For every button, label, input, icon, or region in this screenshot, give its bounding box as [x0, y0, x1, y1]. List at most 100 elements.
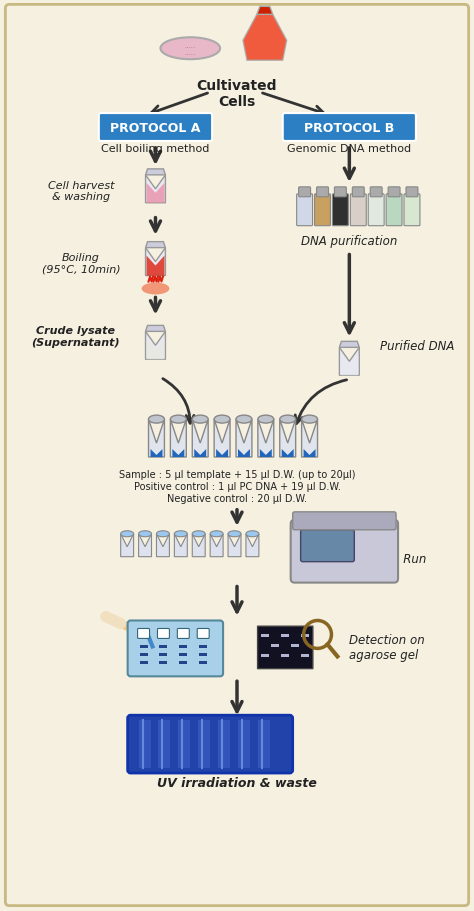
- Bar: [159, 654, 167, 657]
- FancyBboxPatch shape: [301, 530, 354, 562]
- Bar: [261, 635, 269, 638]
- Polygon shape: [236, 420, 252, 457]
- Text: DNA purification: DNA purification: [301, 234, 398, 248]
- Polygon shape: [216, 449, 228, 457]
- Polygon shape: [246, 534, 259, 558]
- FancyBboxPatch shape: [157, 629, 169, 639]
- Bar: [139, 661, 147, 665]
- Text: Crude lysate
(Supernatant): Crude lysate (Supernatant): [32, 326, 120, 348]
- FancyBboxPatch shape: [370, 188, 382, 198]
- FancyBboxPatch shape: [128, 715, 292, 773]
- Bar: [139, 654, 147, 657]
- Text: .....
.....: ..... .....: [185, 43, 196, 56]
- FancyBboxPatch shape: [332, 195, 348, 227]
- Bar: [179, 661, 187, 665]
- FancyBboxPatch shape: [350, 195, 366, 227]
- Text: Cell boiling method: Cell boiling method: [101, 144, 210, 154]
- Bar: [199, 661, 207, 665]
- FancyBboxPatch shape: [404, 195, 420, 227]
- Polygon shape: [146, 242, 165, 249]
- Text: Negative control : 20 μl D.W.: Negative control : 20 μl D.W.: [167, 494, 307, 504]
- FancyBboxPatch shape: [368, 195, 384, 227]
- FancyBboxPatch shape: [257, 627, 313, 669]
- Polygon shape: [146, 184, 164, 203]
- Text: Genomic DNA method: Genomic DNA method: [287, 144, 411, 154]
- Text: Detection on
agarose gel: Detection on agarose gel: [349, 634, 425, 661]
- Bar: [159, 661, 167, 665]
- Polygon shape: [192, 420, 208, 457]
- Ellipse shape: [170, 415, 186, 424]
- Ellipse shape: [192, 415, 208, 424]
- Ellipse shape: [210, 531, 223, 537]
- Polygon shape: [301, 420, 318, 457]
- Ellipse shape: [228, 531, 241, 537]
- Bar: [261, 655, 269, 658]
- FancyBboxPatch shape: [197, 629, 209, 639]
- FancyBboxPatch shape: [386, 195, 402, 227]
- Text: PROTOCOL A: PROTOCOL A: [110, 121, 201, 134]
- Ellipse shape: [236, 415, 252, 424]
- Polygon shape: [243, 15, 287, 61]
- Text: Cultivated
Cells: Cultivated Cells: [197, 79, 277, 109]
- Polygon shape: [156, 534, 169, 558]
- Bar: [138, 721, 151, 768]
- FancyBboxPatch shape: [335, 188, 346, 198]
- Bar: [281, 635, 289, 638]
- Polygon shape: [146, 176, 165, 203]
- Ellipse shape: [138, 531, 152, 537]
- Polygon shape: [214, 420, 230, 457]
- Text: Sample : 5 μl template + 15 μl D.W. (up to 20μl): Sample : 5 μl template + 15 μl D.W. (up …: [119, 469, 355, 479]
- Polygon shape: [121, 534, 134, 558]
- Polygon shape: [146, 169, 165, 176]
- Polygon shape: [146, 249, 165, 276]
- Ellipse shape: [142, 283, 169, 295]
- Text: UV irradiation & waste: UV irradiation & waste: [157, 776, 317, 789]
- Polygon shape: [194, 449, 206, 457]
- FancyBboxPatch shape: [283, 114, 416, 142]
- Polygon shape: [192, 534, 205, 558]
- Bar: [159, 646, 167, 649]
- Bar: [271, 645, 279, 648]
- Text: PROTOCOL B: PROTOCOL B: [304, 121, 394, 134]
- Polygon shape: [260, 449, 272, 457]
- Ellipse shape: [280, 415, 296, 424]
- FancyBboxPatch shape: [406, 188, 418, 198]
- FancyBboxPatch shape: [352, 188, 364, 198]
- Ellipse shape: [214, 415, 230, 424]
- Polygon shape: [146, 340, 164, 360]
- Text: PCR Run: PCR Run: [376, 553, 427, 566]
- Ellipse shape: [161, 38, 220, 60]
- Bar: [199, 654, 207, 657]
- FancyBboxPatch shape: [297, 195, 312, 227]
- Polygon shape: [146, 332, 165, 360]
- Bar: [179, 646, 187, 649]
- Bar: [178, 721, 190, 768]
- Ellipse shape: [174, 531, 187, 537]
- Text: Boiling
(95°C, 10min): Boiling (95°C, 10min): [42, 252, 120, 274]
- Polygon shape: [151, 449, 163, 457]
- Text: Cell harvest
& washing: Cell harvest & washing: [48, 180, 114, 202]
- Bar: [301, 655, 309, 658]
- Bar: [158, 721, 170, 768]
- FancyBboxPatch shape: [128, 620, 223, 677]
- FancyBboxPatch shape: [292, 512, 396, 530]
- Polygon shape: [228, 534, 241, 558]
- Bar: [179, 654, 187, 657]
- Ellipse shape: [258, 415, 274, 424]
- Polygon shape: [148, 420, 164, 457]
- Bar: [218, 721, 230, 768]
- Polygon shape: [280, 420, 296, 457]
- Text: Positive control : 1 μl PC DNA + 19 μl D.W.: Positive control : 1 μl PC DNA + 19 μl D…: [134, 481, 340, 491]
- Polygon shape: [210, 534, 223, 558]
- Polygon shape: [340, 356, 358, 376]
- Bar: [258, 721, 270, 768]
- Ellipse shape: [121, 531, 134, 537]
- Polygon shape: [170, 420, 186, 457]
- Ellipse shape: [156, 531, 169, 537]
- Polygon shape: [257, 7, 273, 15]
- Polygon shape: [146, 256, 164, 276]
- Polygon shape: [304, 449, 316, 457]
- FancyBboxPatch shape: [177, 629, 189, 639]
- Bar: [198, 721, 210, 768]
- Bar: [199, 646, 207, 649]
